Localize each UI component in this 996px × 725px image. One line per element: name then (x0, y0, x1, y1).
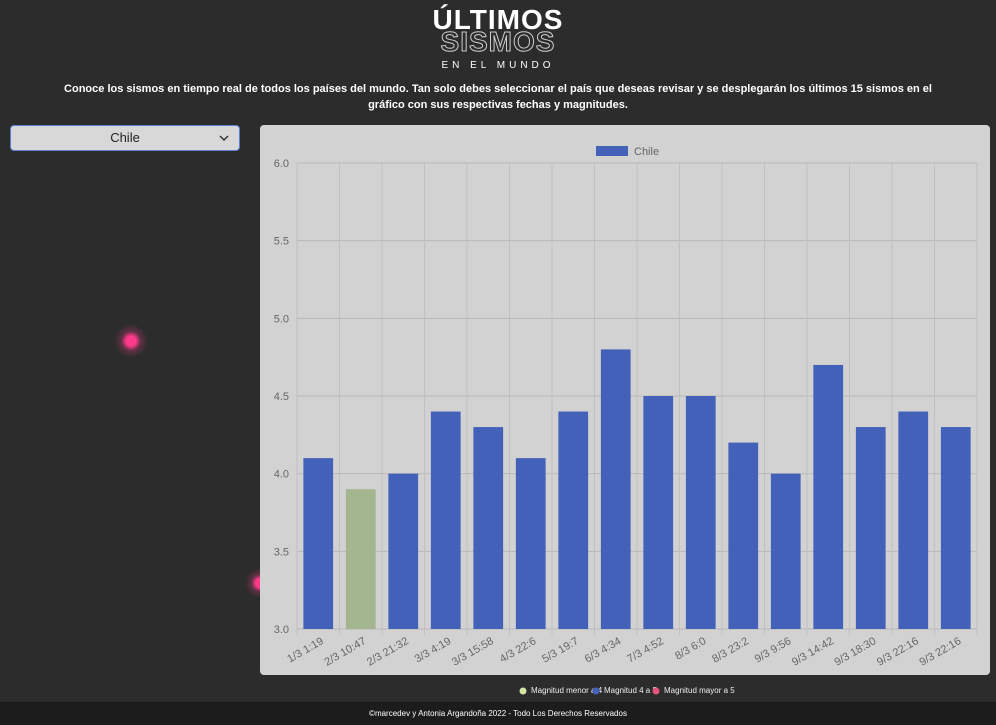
logo-subtitle: EN EL MUNDO (441, 60, 555, 71)
x-tick-label: 3/3 15:58 (450, 635, 496, 668)
x-tick-label: 7/3 4:52 (625, 635, 665, 665)
y-tick-label: 4.0 (274, 469, 289, 481)
chart-panel: 3.0 3.5 4.0 4.5 5.0 5.5 6.0 1/3 1:19 2/3 10:47 2/… (260, 125, 990, 675)
magnitude-legend: Magnitud menor a 4 Magnitud 4 a 5 Magnitud… (519, 686, 735, 695)
bar (303, 458, 334, 629)
legend-label: Magnitud menor a 4 (531, 686, 603, 695)
legend-dot (519, 687, 527, 695)
x-tick-label: 9/3 22:16 (875, 635, 921, 668)
bar (473, 427, 504, 629)
x-tick-label: 2/3 21:32 (365, 635, 411, 668)
bar (345, 489, 376, 629)
y-tick-label: 3.0 (274, 624, 289, 636)
bar (898, 411, 929, 629)
bar (940, 427, 971, 629)
x-tick-label: 1/3 1:19 (285, 635, 325, 665)
y-tick-label: 3.5 (274, 546, 289, 558)
bar (855, 427, 886, 629)
x-tick-label: 5/3 19:7 (540, 635, 580, 665)
legend-dot (652, 687, 660, 695)
chart: 3.0 3.5 4.0 4.5 5.0 5.5 6.0 1/3 1:192/3 10:472/… (274, 146, 978, 669)
y-tick-label: 5.5 (274, 236, 289, 248)
bar (813, 364, 844, 629)
bar (600, 349, 631, 629)
legend-dot (592, 687, 600, 695)
country-select[interactable]: Chile (10, 125, 240, 151)
legend-label: Magnitud mayor a 5 (664, 686, 735, 695)
bar (643, 396, 674, 629)
bar (770, 473, 801, 629)
x-tick-label: 9/3 14:42 (790, 635, 836, 668)
y-tick-label: 6.0 (274, 158, 289, 170)
select-value: Chile (110, 130, 140, 145)
x-tick-label: 6/3 4:34 (583, 635, 623, 665)
bar (558, 411, 589, 629)
logo-bottom: SISMOS (440, 26, 556, 58)
legend-label: Magnitud 4 a 5 (604, 686, 657, 695)
x-tick-label: 9/3 18:30 (833, 635, 879, 668)
logo-top: ÚLTIMOS (432, 4, 564, 35)
legend-label: Chile (634, 146, 659, 158)
footer: ©marcedev y Antonia Argandoña 2022 - Tod… (0, 702, 996, 725)
bar (728, 442, 759, 629)
x-tick-label: 3/3 4:19 (413, 635, 453, 665)
bar (685, 396, 716, 629)
x-tick-label: 9/3 9:56 (753, 635, 793, 665)
x-tick-label: 4/3 22:6 (498, 635, 538, 665)
x-tick-label: 2/3 10:47 (323, 635, 369, 668)
legend-swatch (596, 146, 628, 156)
x-tick-label: 8/3 23:2 (710, 635, 750, 665)
chevron (219, 135, 229, 142)
y-tick-label: 5.0 (274, 313, 289, 325)
bar (430, 411, 461, 629)
bar (388, 473, 419, 629)
bar (515, 458, 546, 629)
y-tick-label: 4.5 (274, 391, 289, 403)
x-tick-label: 8/3 6:0 (673, 635, 708, 662)
quake-dot (114, 324, 148, 358)
x-tick-label: 9/3 22:16 (918, 635, 964, 668)
description: Conoce los sismos en tiempo real de todo… (64, 83, 932, 111)
